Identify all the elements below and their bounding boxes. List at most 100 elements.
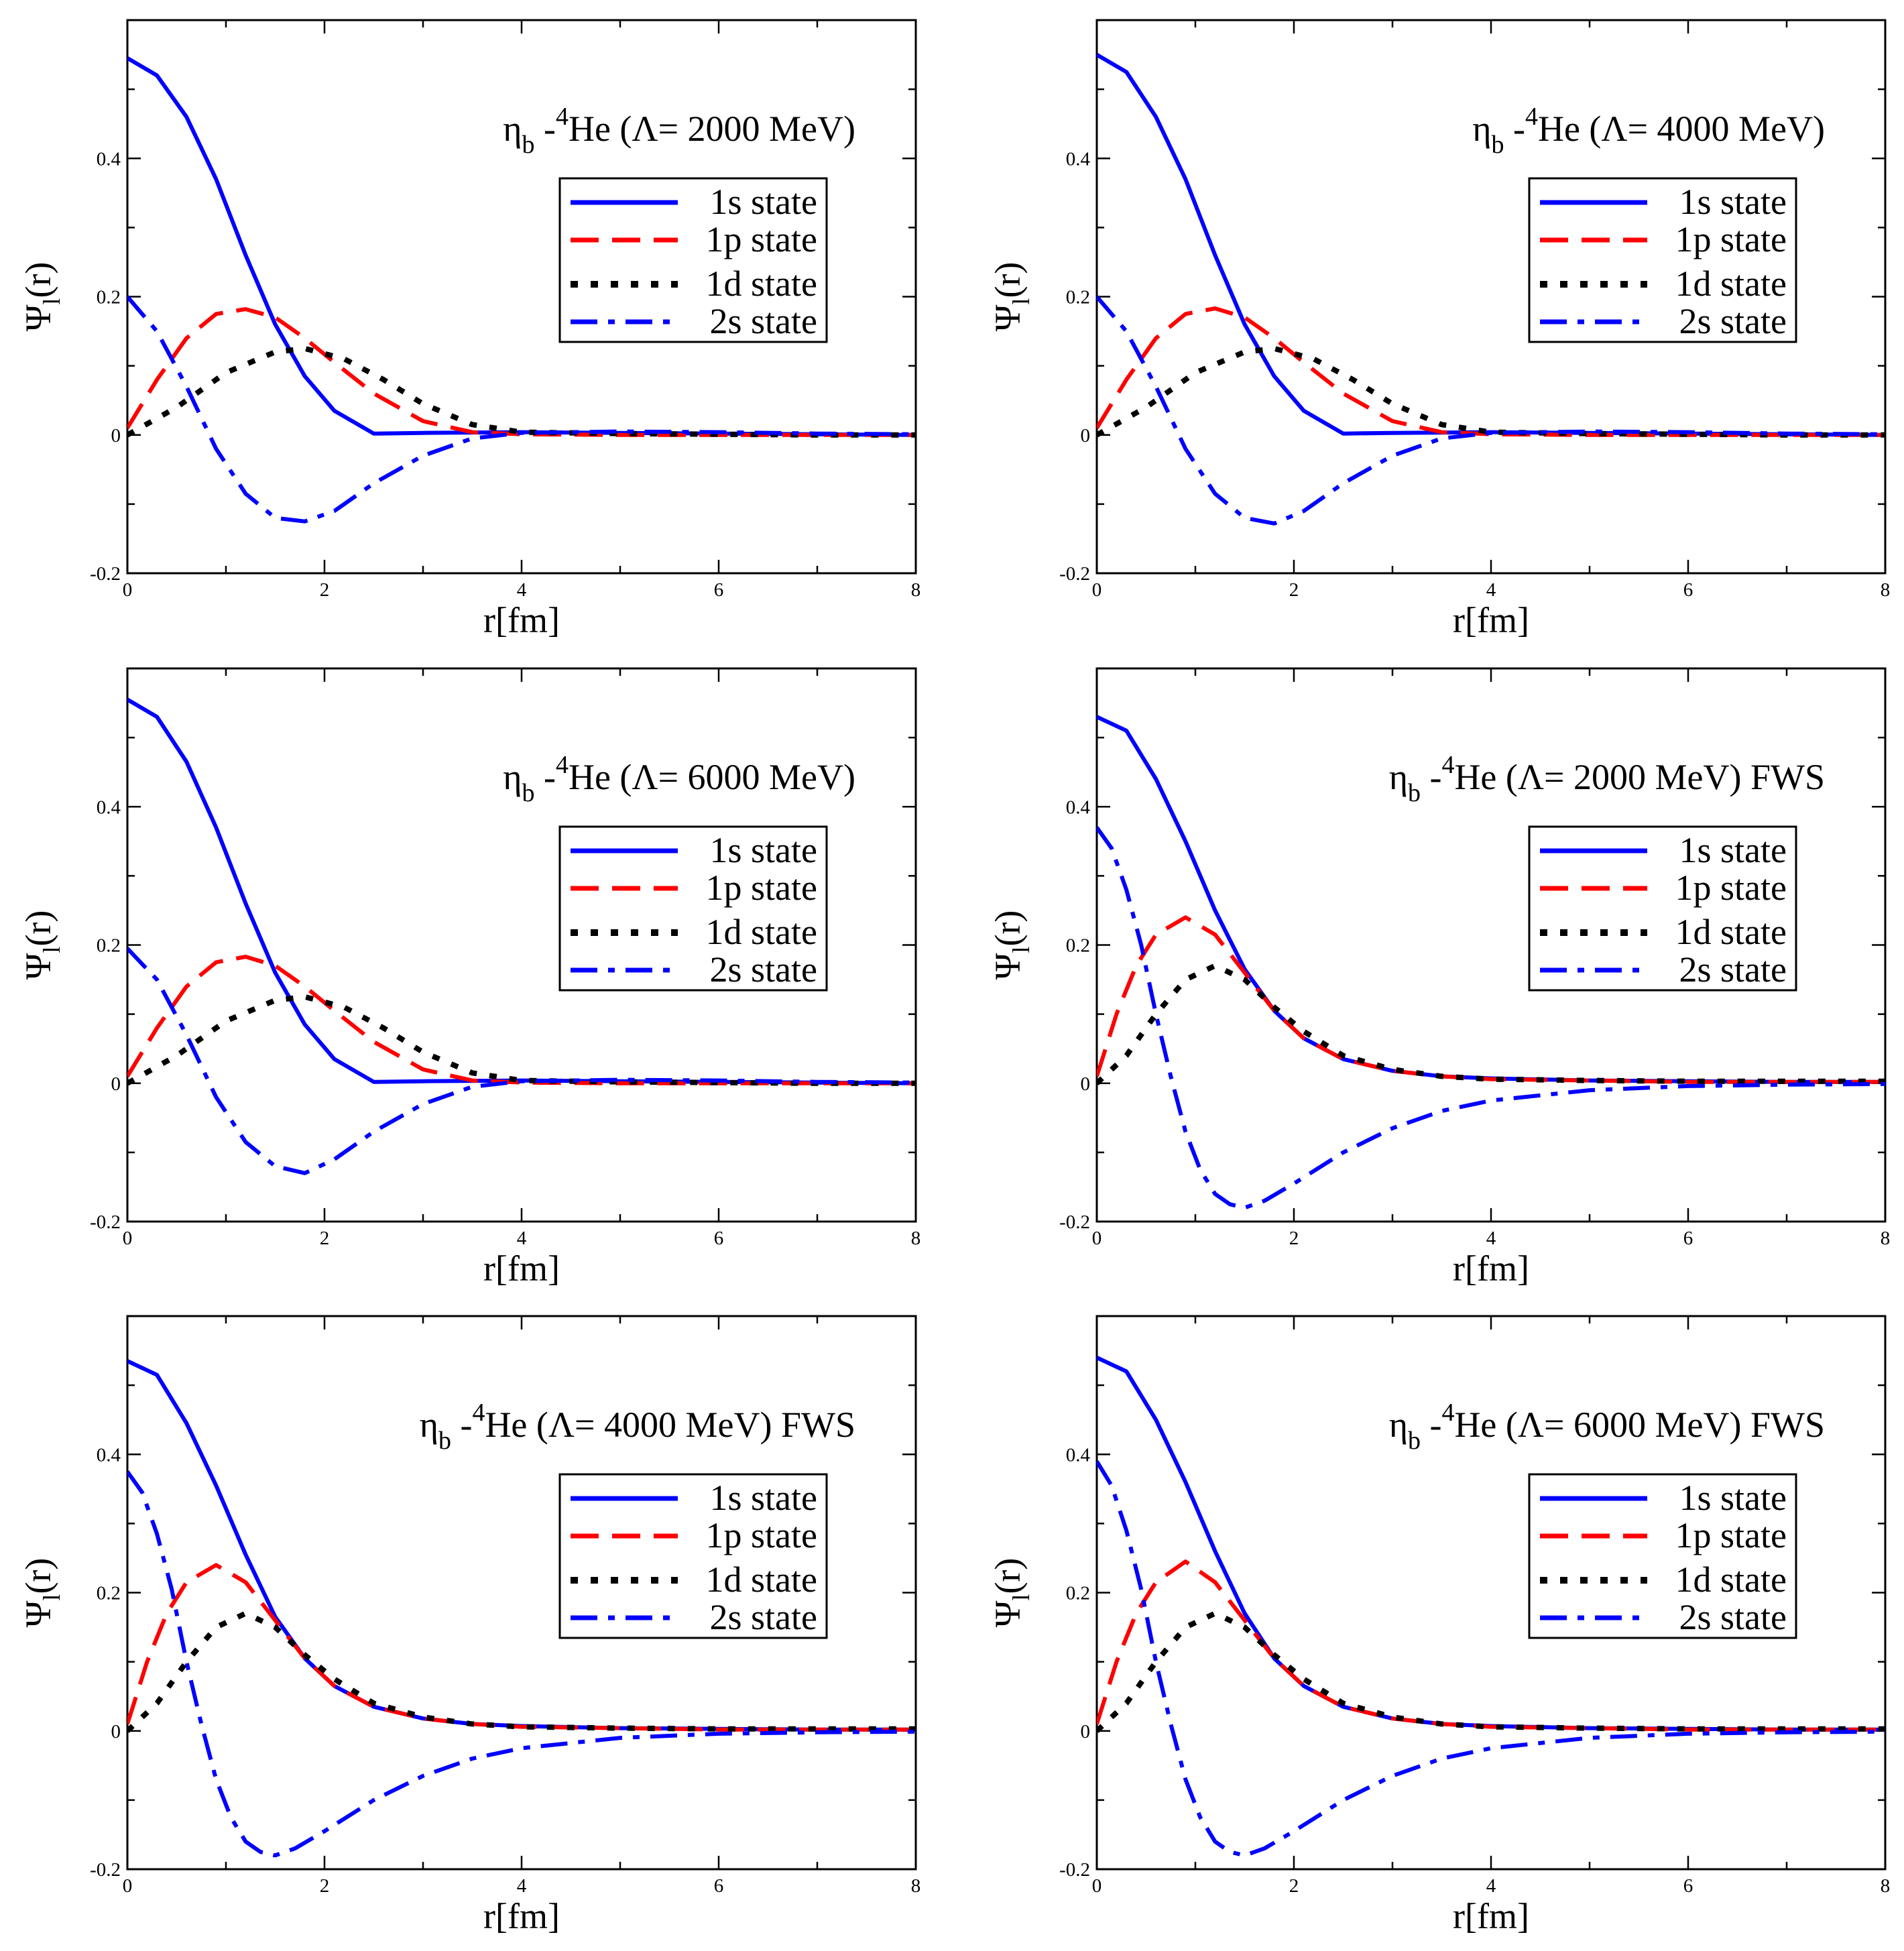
series-line-1d-state — [1097, 345, 1885, 438]
y-tick-label: 0.2 — [1066, 935, 1090, 957]
y-tick-label: -0.2 — [90, 563, 121, 585]
x-tick-label: 4 — [1486, 1228, 1496, 1249]
title-superscript: 4 — [1441, 1399, 1454, 1427]
x-tick-label: 2 — [320, 1875, 330, 1897]
y-axis-subscript: l — [1008, 298, 1034, 305]
x-tick-label: 0 — [1092, 579, 1102, 601]
legend-label: 1p state — [1675, 219, 1787, 259]
x-axis-label: r[fm] — [1453, 600, 1529, 640]
y-tick-label: 0.4 — [1066, 796, 1091, 818]
legend-label: 1s state — [1679, 830, 1787, 870]
x-tick-label: 4 — [517, 579, 527, 601]
chart-panel-4: 0 2 4 6 8-0.200.20.4r[fm]Ψl(r)ηb -4He (Λ= 20… — [988, 667, 1890, 1289]
y-tick-label: 0.4 — [1066, 148, 1091, 170]
legend-box — [1528, 1473, 1797, 1639]
title-superscript: 4 — [556, 103, 569, 131]
legend-label: 1p state — [1675, 868, 1787, 908]
y-tick-label: 0.4 — [1066, 1444, 1091, 1466]
title-superscript: 4 — [1525, 103, 1538, 131]
y-tick-label: 0.4 — [97, 148, 121, 170]
series-group — [127, 1359, 916, 1858]
x-tick-label: 8 — [1881, 1875, 1891, 1897]
x-tick-label: 2 — [1289, 1228, 1299, 1249]
y-axis-subscript: l — [1008, 1594, 1034, 1601]
y-axis-argument: (r) — [18, 262, 58, 298]
x-tick-label: 2 — [320, 1228, 330, 1249]
title-dash: - — [534, 757, 555, 797]
series-line-2s-state — [1097, 295, 1885, 526]
x-tick-label: 6 — [1683, 579, 1693, 601]
legend-label: 1d state — [1675, 263, 1787, 304]
series-group — [1097, 53, 1885, 526]
legend-label: 1d state — [706, 263, 817, 304]
x-tick-label: 2 — [1289, 579, 1299, 601]
title-superscript: 4 — [556, 751, 569, 779]
legend-label: 2s state — [1679, 1597, 1787, 1637]
legend-label: 1p state — [706, 868, 817, 908]
series-line-2s-state — [127, 295, 916, 524]
series-group — [127, 56, 916, 524]
y-axis-label: Ψl(r) — [18, 262, 65, 332]
title-symbol: η — [1472, 109, 1491, 149]
y-tick-label: 0 — [1081, 1721, 1091, 1742]
y-tick-label: 0 — [1081, 425, 1091, 447]
y-axis-argument: (r) — [988, 262, 1028, 298]
x-tick-label: 4 — [1486, 579, 1496, 601]
y-tick-label: -0.2 — [90, 1211, 121, 1233]
title-subscript: b — [1408, 1427, 1421, 1455]
y-axis-subscript: l — [1008, 947, 1034, 953]
x-tick-label: 4 — [517, 1228, 527, 1249]
y-axis-label: Ψl(r) — [988, 1558, 1034, 1628]
legend-box — [558, 1473, 828, 1639]
title-symbol: η — [503, 109, 522, 149]
chart-panel-3: 0 2 4 6 8-0.200.20.4r[fm]Ψl(r)ηb -4He (Λ= 60… — [18, 667, 920, 1289]
x-axis-label: r[fm] — [483, 600, 560, 640]
legend-box — [558, 825, 828, 992]
title-dash: - — [1504, 109, 1525, 149]
x-tick-label: 6 — [1683, 1875, 1693, 1897]
series-line-1d-state — [127, 994, 916, 1086]
series-line-1p-state — [127, 955, 916, 1085]
x-tick-label: 6 — [714, 1228, 724, 1249]
y-axis-argument: (r) — [988, 1558, 1028, 1594]
y-tick-label: -0.2 — [1059, 1859, 1090, 1881]
y-axis-argument: (r) — [988, 910, 1028, 947]
y-tick-label: -0.2 — [90, 1859, 121, 1881]
chart-title: ηb -4He (Λ= 2000 MeV) FWS — [1389, 751, 1825, 807]
legend-label: 1p state — [1675, 1515, 1787, 1555]
title-subscript: b — [522, 779, 534, 807]
title-symbol: η — [1389, 1405, 1408, 1445]
x-tick-label: 8 — [911, 579, 921, 601]
legend-label: 1s state — [710, 830, 817, 870]
x-tick-label: 0 — [1092, 1228, 1102, 1249]
title-rest: He (Λ= 2000 MeV) — [569, 109, 855, 149]
y-axis-symbol: Ψ — [18, 304, 58, 331]
title-superscript: 4 — [472, 1399, 485, 1427]
legend-label: 2s state — [1679, 301, 1787, 341]
chart-panel-2: 0 2 4 6 8-0.200.20.4r[fm]Ψl(r)ηb -4He (Λ= 40… — [988, 19, 1890, 640]
legend-label: 1d state — [706, 912, 817, 952]
series-line-1d-state — [127, 1610, 916, 1733]
legend-label: 2s state — [1679, 949, 1787, 990]
x-tick-label: 2 — [1289, 1875, 1299, 1897]
title-dash: - — [1421, 757, 1441, 797]
y-tick-label: 0.4 — [97, 796, 121, 818]
y-tick-label: 0 — [111, 425, 121, 447]
legend-label: 2s state — [710, 1597, 817, 1637]
chart-title: ηb -4He (Λ= 4000 MeV) — [1472, 103, 1825, 159]
y-axis-argument: (r) — [18, 1558, 58, 1594]
x-tick-label: 6 — [714, 579, 724, 601]
y-axis-subscript: l — [38, 947, 65, 953]
y-tick-label: 0.2 — [97, 1583, 121, 1604]
title-symbol: η — [420, 1405, 438, 1445]
legend-label: 1d state — [706, 1559, 817, 1600]
x-tick-label: 0 — [123, 1875, 133, 1897]
x-tick-label: 2 — [320, 579, 330, 601]
y-tick-label: -0.2 — [1059, 563, 1090, 585]
chart-panel-6: 0 2 4 6 8-0.200.20.4r[fm]Ψl(r)ηb -4He (Λ= 60… — [988, 1315, 1891, 1936]
chart-title: ηb -4He (Λ= 4000 MeV) FWS — [420, 1399, 855, 1455]
series-group — [127, 697, 916, 1175]
series-line-1d-state — [127, 345, 916, 438]
